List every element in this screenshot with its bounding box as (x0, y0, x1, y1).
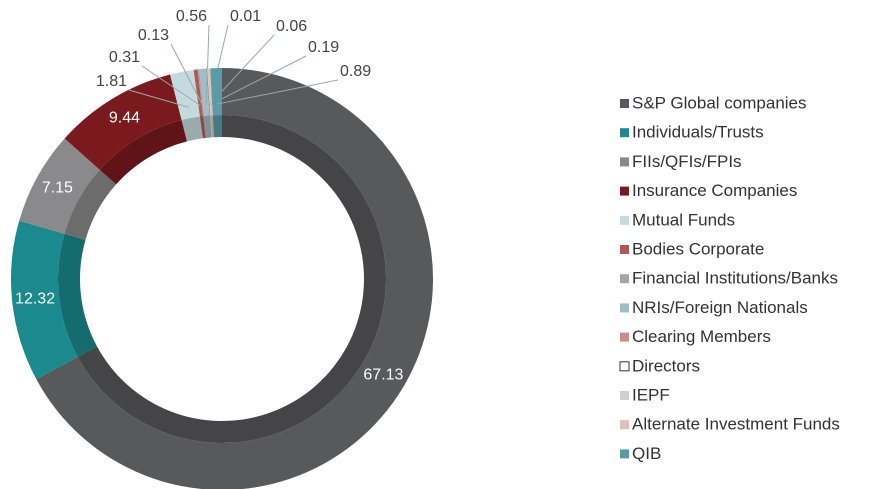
slice-inner (64, 169, 117, 240)
data-label: 9.44 (109, 109, 140, 126)
legend-label: Alternate Investment Funds (632, 415, 840, 434)
legend-label: QIB (632, 444, 661, 463)
legend-label: FIIs/QFIs/FPIs (632, 152, 742, 171)
slice-inner (99, 120, 188, 185)
legend-swatch (619, 361, 630, 372)
legend-label: Clearing Members (632, 327, 771, 346)
slice (19, 138, 100, 234)
slice-inner (210, 115, 212, 138)
leader-line (141, 65, 201, 106)
leader-line (217, 79, 339, 105)
legend-swatch (620, 157, 629, 167)
slice-inner (212, 115, 222, 138)
legend-label: NRIs/Foreign Nationals (632, 298, 808, 317)
legend-label: Individuals/Trusts (632, 123, 764, 142)
leader-line (128, 89, 189, 108)
data-label: 0.56 (176, 8, 207, 25)
data-label: 0.13 (138, 27, 169, 44)
legend-label: Financial Institutions/Banks (632, 269, 838, 288)
slice (193, 69, 204, 117)
slice (197, 69, 205, 117)
slice (10, 220, 78, 380)
slice-inner (203, 115, 207, 138)
legend-swatch (620, 303, 629, 313)
legend-swatch (620, 99, 629, 108)
legend-label: Directors (632, 356, 700, 375)
data-label: 0.31 (109, 49, 140, 66)
data-label: 67.13 (363, 367, 403, 384)
legend-label: S&P Global companies (632, 93, 807, 112)
legend-swatch (620, 186, 629, 196)
data-label: 0.89 (340, 63, 371, 80)
slice-inner (58, 233, 98, 357)
legend-swatch (620, 420, 629, 430)
slice-inner (210, 115, 215, 138)
data-label: 12.32 (15, 290, 55, 307)
legend-label: Insurance Companies (632, 181, 797, 200)
legend-swatch (620, 215, 629, 225)
legend-label: Bodies Corporate (632, 239, 764, 258)
legend-swatch (620, 128, 629, 138)
leader-line (205, 24, 210, 105)
leader-line (210, 55, 307, 105)
legend-swatch (620, 449, 629, 459)
slice (64, 74, 182, 170)
slice-inner (210, 115, 213, 138)
data-label: 0.19 (308, 39, 339, 56)
slice-inner (181, 116, 203, 142)
data-label: 1.81 (96, 73, 127, 90)
slice-inner (204, 115, 212, 138)
legend-swatch (620, 245, 629, 254)
legend-swatch (620, 332, 629, 342)
data-label: 0.01 (230, 8, 261, 25)
leader-line (170, 43, 203, 106)
legend-swatch (620, 274, 629, 284)
legend-label: IEPF (632, 385, 670, 404)
legend-swatch (620, 391, 629, 400)
data-label: 7.15 (42, 179, 73, 196)
legend-label: Mutual Funds (632, 210, 735, 229)
slice-inner (199, 116, 206, 139)
data-label: 0.06 (276, 18, 307, 35)
